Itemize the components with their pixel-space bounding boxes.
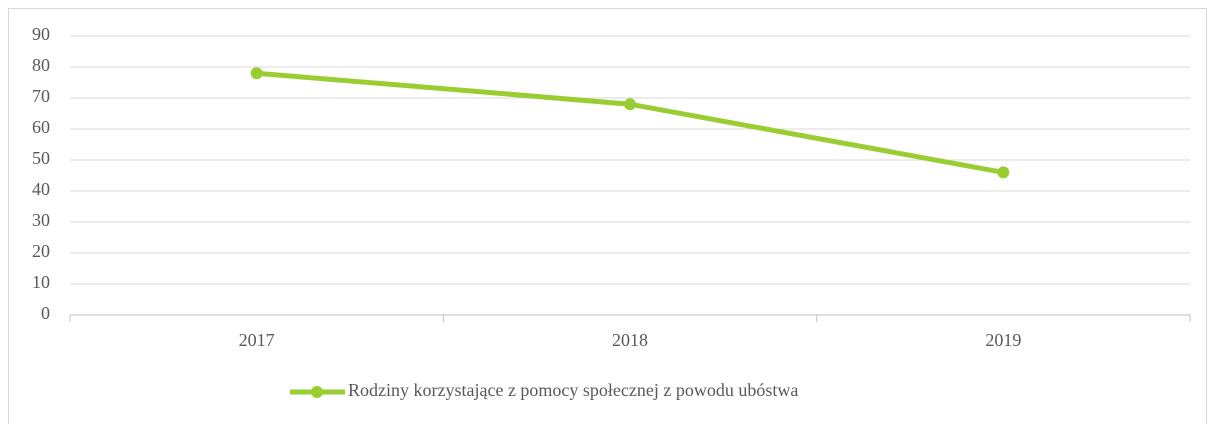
legend-label: Rodziny korzystające z pomocy społecznej… [348, 380, 798, 400]
y-tick-label: 40 [32, 179, 50, 199]
chart-frame [8, 8, 1207, 424]
legend-marker [311, 386, 323, 398]
x-tick-label: 2019 [985, 330, 1021, 350]
y-tick-label: 10 [32, 272, 50, 292]
y-tick-label: 30 [32, 210, 50, 230]
y-tick-label: 90 [32, 24, 50, 44]
x-tick-label: 2018 [612, 330, 648, 350]
y-tick-label: 50 [32, 148, 50, 168]
y-tick-label: 0 [41, 303, 50, 323]
point-marker [997, 166, 1010, 179]
point-marker [250, 67, 263, 80]
point-marker [624, 98, 636, 111]
y-tick-label: 80 [32, 55, 50, 75]
y-tick-label: 60 [32, 117, 50, 137]
x-tick-label: 2017 [239, 330, 275, 350]
y-tick-label: 70 [32, 86, 50, 106]
y-tick-label: 20 [32, 241, 50, 261]
